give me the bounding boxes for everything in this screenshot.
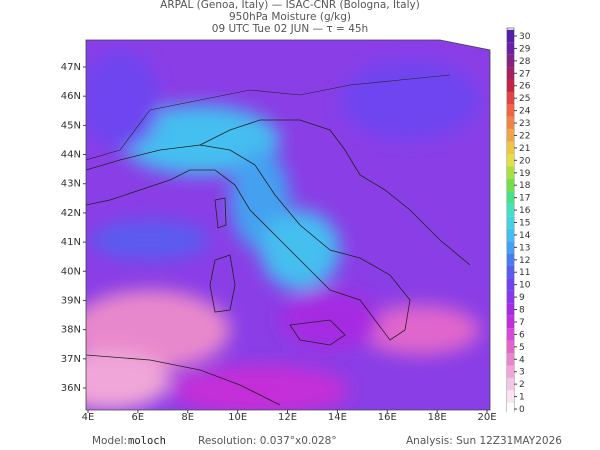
colorbar-swatch [507,253,514,267]
colorbar-swatch [507,390,514,403]
colorbar-label: 15 [519,219,530,229]
colorbar-swatch [507,340,514,354]
lat-label: 43N [61,179,81,190]
colorbar-label: 25 [519,94,530,104]
colorbar-swatch [507,278,514,291]
colorbar-label: 9 [519,293,525,303]
lat-label: 36N [61,383,81,394]
colorbar-swatch [507,216,514,229]
lat-label: 44N [61,150,81,161]
colorbar-swatch [507,290,514,304]
colorbar-swatch [507,116,514,130]
colorbar-label: 18 [519,181,531,191]
colorbar-label: 5 [519,343,525,353]
lon-label: 18E [428,412,447,423]
lon-label: 10E [228,412,247,423]
colorbar-swatch [507,353,514,366]
colorbar-label: 29 [519,44,531,54]
colorbar-swatch [507,178,514,192]
lat-label: 40N [61,266,81,277]
colorbar-label: 7 [519,318,525,328]
colorbar-label: 14 [519,231,531,241]
colorbar-label: 24 [519,107,531,117]
lon-label: 12E [278,412,297,423]
footer-model: moloch [128,435,166,447]
colorbar-label: 2 [519,380,525,390]
colorbar-swatch [507,29,514,43]
colorbar-label: 6 [519,330,525,340]
colorbar-label: 8 [519,306,525,316]
colorbar-label: 30 [519,32,531,42]
lat-label: 47N [61,62,81,73]
colorbar-label: 1 [519,393,525,403]
colorbar-label: 23 [519,119,530,129]
lon-label: 8E [181,412,194,423]
colorbar-swatch [507,402,514,416]
lon-label: 20E [477,412,496,423]
colorbar-swatch [507,67,514,80]
colorbar-label: 28 [519,57,531,67]
colorbar-label: 3 [519,368,525,378]
colorbar-label: 17 [519,194,530,204]
colorbar-label: 21 [519,144,530,154]
colorbar-swatch [507,141,514,155]
colorbar-swatch [507,54,514,68]
footer-resolution: Resolution: 0.037°x0.028° [198,435,337,447]
lat-label: 42N [61,208,81,219]
colorbar-swatch [507,377,514,391]
colorbar-swatch [507,104,514,117]
colorbar-label: 27 [519,69,530,79]
colorbar-swatch [507,129,514,142]
lon-label: 14E [328,412,347,423]
colorbar-swatch [507,91,514,105]
colorbar-label: 19 [519,169,531,179]
colorbar-label: 12 [519,256,530,266]
lat-label: 38N [61,325,81,336]
colorbar-label: 22 [519,131,530,141]
colorbar-swatch [507,365,514,378]
lat-label: 45N [61,120,81,131]
colorbar-label: 10 [519,281,531,291]
map-field [86,40,490,410]
colorbar-swatch [507,79,514,92]
map-frame [85,39,491,411]
lon-label: 16E [378,412,397,423]
header-line: ARPAL (Genoa, Italy) — ISAC-CNR (Bologna… [160,0,420,11]
colorbar-swatch [507,315,514,329]
colorbar-label: 26 [519,82,531,92]
colorbar-label: 13 [519,243,530,253]
header-line: 09 UTC Tue 02 JUN — τ = 45h [212,23,368,35]
header-line: 950hPa Moisture (g/kg) [229,11,351,23]
lon-label: 4E [82,412,95,423]
colorbar-label: 20 [519,156,531,166]
colorbar-swatch [507,266,514,279]
colorbar-swatch [507,228,514,242]
colorbar-swatch [507,166,514,179]
footer-label: Model: [92,435,127,447]
colorbar-swatch [507,154,514,167]
colorbar-label: 4 [519,355,525,365]
lat-label: 41N [61,237,81,248]
colorbar-label: 11 [519,268,530,278]
colorbar-swatch [507,303,514,316]
colorbar-swatch [507,42,514,55]
lat-label: 39N [61,295,81,306]
colorbar-label: 16 [519,206,531,216]
lat-label: 37N [61,354,81,365]
colorbar-swatch [507,203,514,217]
lon-label: 6E [132,412,145,423]
footer-analysis: Analysis: Sun 12Z31MAY2026 [406,435,562,447]
colorbar-swatch [507,191,514,204]
lat-label: 46N [61,91,81,102]
colorbar-swatch [507,328,514,341]
colorbar-swatch [507,241,514,254]
colorbar-label: 0 [519,405,525,415]
